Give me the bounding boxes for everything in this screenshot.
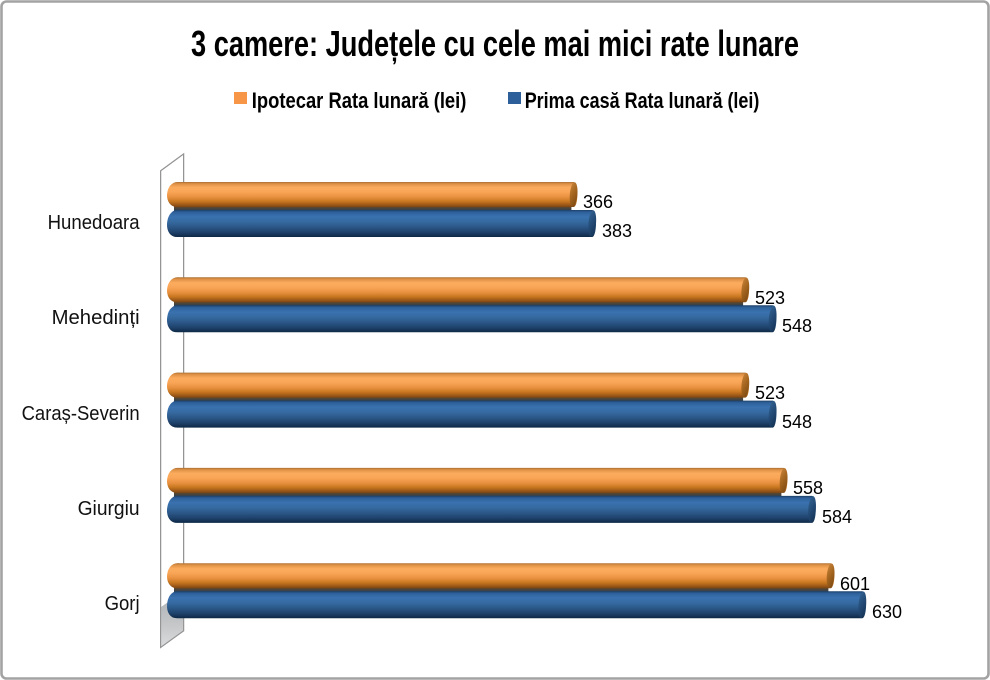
svg-text:3 camere: Județele cu cele mai: 3 camere: Județele cu cele mai mici rate… xyxy=(191,23,799,65)
svg-text:Ipotecar Rata lunară (lei): Ipotecar Rata lunară (lei) xyxy=(252,88,467,113)
svg-text:548: 548 xyxy=(782,412,812,432)
svg-text:Caraș-Severin: Caraș-Severin xyxy=(22,402,140,425)
svg-text:Hunedoara: Hunedoara xyxy=(48,211,141,234)
svg-text:Mehedinți: Mehedinți xyxy=(52,306,140,329)
svg-text:558: 558 xyxy=(793,478,823,498)
svg-text:Gorj: Gorj xyxy=(105,592,140,615)
svg-text:584: 584 xyxy=(822,507,852,527)
svg-text:383: 383 xyxy=(602,221,632,241)
svg-text:548: 548 xyxy=(782,316,812,336)
svg-text:Giurgiu: Giurgiu xyxy=(78,497,140,520)
svg-text:523: 523 xyxy=(755,288,785,308)
svg-text:630: 630 xyxy=(872,602,902,622)
svg-text:601: 601 xyxy=(840,574,870,594)
svg-text:Prima casă Rata lunară (lei): Prima casă Rata lunară (lei) xyxy=(525,88,760,113)
svg-text:366: 366 xyxy=(583,192,613,212)
svg-text:523: 523 xyxy=(755,383,785,403)
